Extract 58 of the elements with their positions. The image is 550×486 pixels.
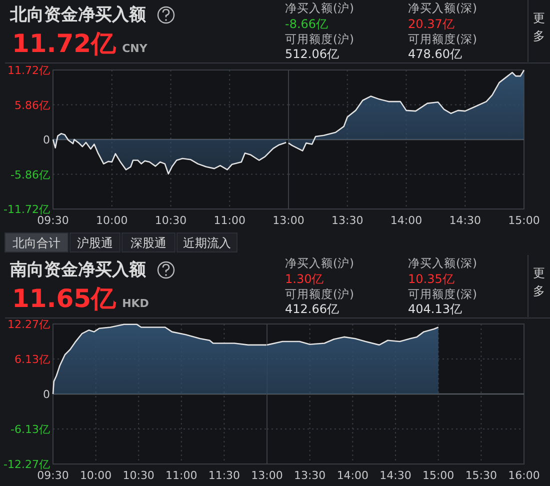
y-tick-label: 11.72亿: [8, 64, 50, 77]
x-tick-label: 15:00: [508, 214, 540, 227]
text: CNY: [122, 42, 148, 55]
text: 412.66亿: [285, 302, 339, 316]
y-tick-label: 0: [43, 388, 50, 401]
text: HKD: [122, 297, 149, 310]
x-tick-label: 14:30: [380, 469, 412, 482]
x-tick-label: 10:30: [154, 214, 187, 227]
text: 近期流入: [183, 236, 231, 250]
x-tick-label: 10:00: [80, 469, 112, 482]
y-tick-label: -5.86亿: [10, 168, 50, 182]
text: 净买入额(沪): [285, 1, 354, 15]
text: 10.35亿: [408, 272, 454, 286]
x-tick-label: 10:00: [96, 214, 128, 227]
y-tick-label: 5.86亿: [14, 98, 50, 112]
text: 512.06亿: [285, 47, 339, 61]
y-tick-label: 0: [43, 134, 50, 146]
x-tick-label: 14:00: [390, 214, 422, 227]
x-tick-label: 11:00: [214, 214, 246, 227]
chart-title: 南向资金净买入额: [9, 260, 147, 280]
text: 北向合计: [12, 236, 60, 250]
x-tick-label: 16:00: [508, 469, 540, 482]
x-tick-label: 09:30: [37, 469, 69, 482]
x-tick-label: 15:30: [465, 469, 498, 482]
text: 11.65亿: [12, 284, 118, 313]
x-tick-label: 11:30: [208, 469, 240, 482]
text: 净买入额(深): [408, 256, 477, 270]
text: 478.60亿: [408, 47, 462, 61]
text: 沪股通: [77, 236, 113, 250]
text: 更多: [533, 266, 545, 298]
x-tick-label: 11:00: [166, 469, 198, 482]
y-tick-label: -11.72亿: [4, 203, 50, 216]
x-tick-label: 09:30: [37, 214, 69, 227]
x-tick-label: 13:00: [272, 214, 304, 227]
text: 净买入额(深): [408, 1, 477, 15]
text: 更多: [533, 11, 545, 43]
text: 可用额度(沪): [285, 32, 354, 46]
x-tick-label: 13:30: [294, 469, 326, 482]
x-tick-label: 14:00: [336, 469, 369, 482]
y-tick-label: 12.27亿: [8, 318, 50, 331]
text: 可用额度(深): [408, 32, 477, 46]
x-tick-label: 10:30: [122, 469, 154, 482]
chart-title: 北向资金净买入额: [9, 5, 147, 25]
text: 20.37亿: [408, 17, 454, 31]
text: 深股通: [130, 236, 166, 250]
x-tick-label: 15:00: [422, 469, 454, 482]
text: 净买入额(沪): [285, 256, 354, 270]
y-tick-label: 6.13亿: [14, 353, 50, 366]
x-tick-label: 14:30: [449, 214, 481, 227]
text: 可用额度(沪): [285, 287, 354, 301]
text: 1.30亿: [285, 272, 324, 286]
x-tick-label: 13:00: [251, 469, 283, 482]
x-tick-label: 13:30: [332, 214, 364, 227]
text: 可用额度(深): [408, 287, 477, 301]
text: -8.66亿: [285, 17, 328, 31]
y-tick-label: -6.13亿: [10, 422, 50, 436]
y-tick-label: -12.27亿: [4, 458, 50, 471]
text: 404.13亿: [408, 302, 462, 316]
